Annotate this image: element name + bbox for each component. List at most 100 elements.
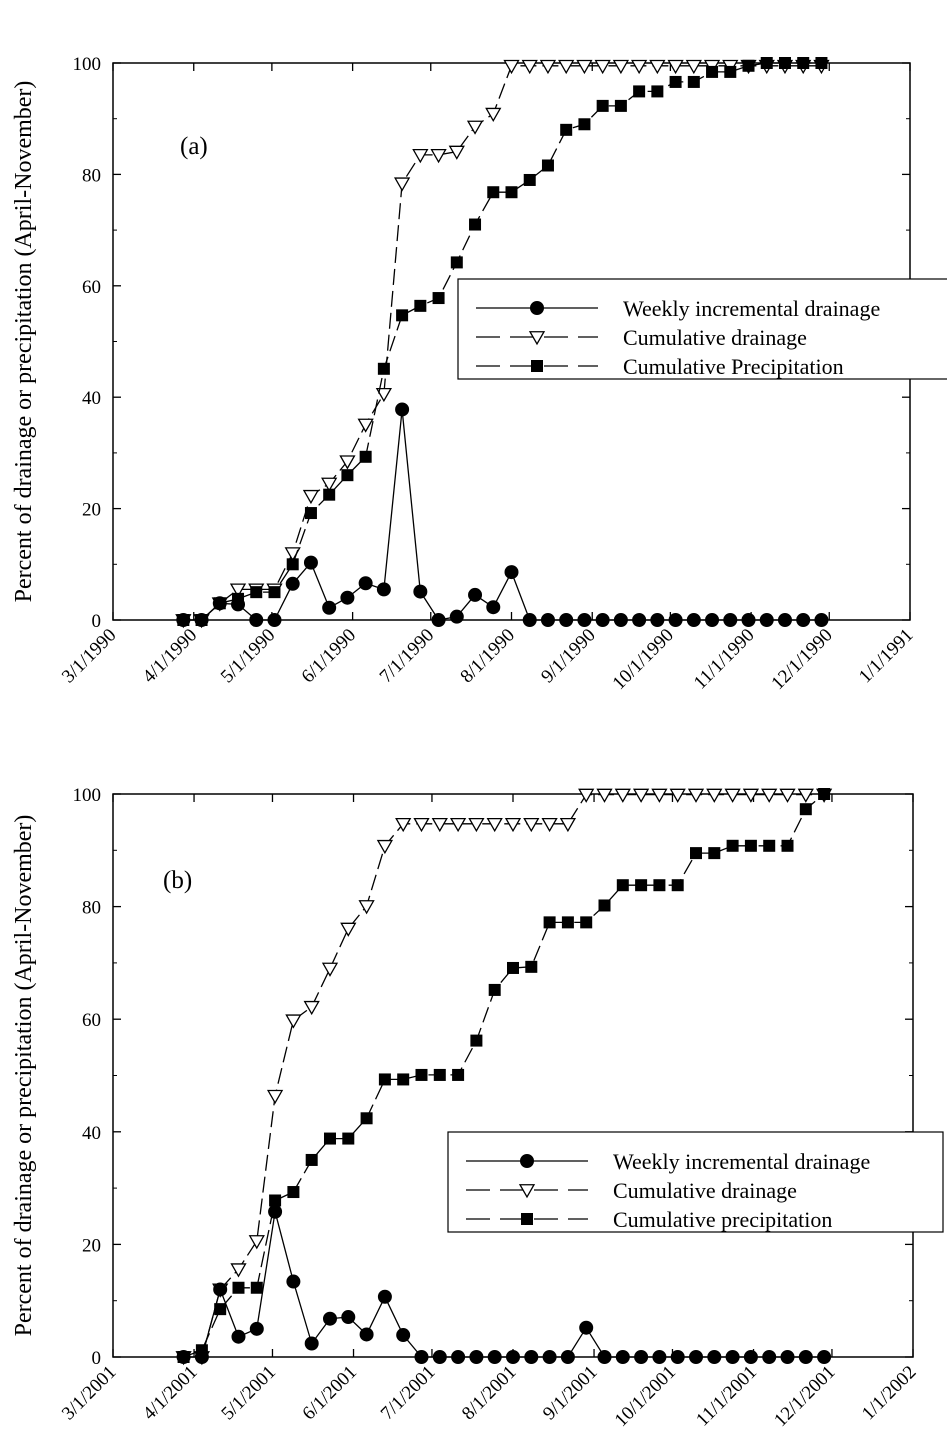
data-point	[669, 788, 686, 803]
data-point	[671, 879, 684, 892]
y-tick-label: 0	[92, 611, 102, 632]
data-point	[357, 418, 374, 433]
data-point	[359, 450, 372, 463]
data-point	[686, 613, 701, 627]
data-point	[559, 613, 574, 627]
data-point	[579, 1320, 594, 1335]
data-point	[468, 587, 483, 602]
data-point	[650, 613, 665, 627]
data-point	[708, 847, 721, 860]
data-point	[616, 879, 629, 892]
data-point	[742, 788, 760, 803]
data-point	[561, 916, 574, 929]
data-point	[470, 1034, 483, 1047]
data-point	[194, 1350, 209, 1364]
data-point	[797, 57, 810, 69]
data-point	[614, 99, 627, 112]
data-point	[340, 590, 355, 605]
data-point	[667, 59, 684, 75]
data-point	[706, 65, 719, 78]
x-tick-label: 12/1/1990	[767, 625, 836, 694]
x-tick-label: 9/1/2001	[539, 1362, 602, 1425]
y-tick-label: 100	[73, 785, 102, 806]
data-point	[231, 1329, 246, 1344]
data-point	[396, 309, 409, 322]
data-point	[229, 583, 247, 598]
data-point	[541, 159, 554, 172]
data-point	[632, 613, 647, 627]
data-point	[231, 597, 246, 612]
y-tick-label: 100	[73, 54, 102, 75]
data-point	[358, 900, 375, 915]
legend-entry: Weekly incremental drainage	[613, 1149, 870, 1174]
data-point	[560, 123, 573, 136]
data-point	[248, 1235, 265, 1250]
data-point	[798, 1350, 813, 1364]
data-point	[797, 788, 814, 803]
data-point	[723, 613, 738, 627]
data-point	[652, 1350, 667, 1364]
data-point	[525, 960, 538, 973]
data-point	[378, 1073, 391, 1086]
data-point	[541, 817, 558, 833]
data-point	[598, 899, 611, 912]
data-point	[487, 186, 500, 199]
data-point	[212, 596, 227, 611]
legend: Weekly incremental drainage Cumulative dr…	[457, 278, 947, 380]
data-point	[596, 99, 609, 112]
data-point	[250, 1281, 263, 1294]
data-point	[485, 107, 502, 122]
data-point	[540, 613, 555, 627]
data-point	[539, 59, 557, 75]
data-point	[777, 613, 792, 627]
data-point	[396, 1328, 411, 1343]
data-point	[358, 576, 373, 591]
data-point	[685, 59, 702, 75]
data-point	[742, 59, 755, 72]
data-point	[503, 59, 520, 75]
data-point	[340, 922, 357, 937]
data-point	[726, 839, 739, 852]
data-point	[451, 1350, 466, 1364]
data-point	[632, 788, 650, 803]
data-point	[395, 817, 412, 833]
data-point	[466, 120, 484, 135]
data-point	[176, 613, 191, 627]
y-axis-label: Percent of drainage or precipitation (Ap…	[11, 81, 37, 603]
legend-entry: Cumulative drainage	[613, 1178, 797, 1203]
data-point	[414, 299, 427, 312]
x-tick-label: 9/1/1990	[537, 625, 600, 688]
data-point	[668, 613, 683, 627]
data-point	[651, 788, 668, 803]
x-tick-label: 10/1/2001	[611, 1362, 680, 1431]
series-cumulative-drainage	[175, 788, 833, 1366]
x-tick-label: 10/1/1990	[609, 625, 678, 694]
x-tick-label: 1/1/1991	[855, 625, 918, 688]
data-point	[634, 1350, 649, 1364]
data-point	[286, 1274, 301, 1289]
panel-label: (b)	[163, 867, 192, 894]
chart-panel-1: 0 20 40 60 80 100 3/1/1990 4/1/1990 5/1/1990 6/1/…	[11, 54, 947, 694]
y-tick-label: 40	[82, 1123, 101, 1144]
data-point	[613, 613, 628, 627]
data-point	[250, 586, 263, 599]
x-tick-label: 6/1/2001	[298, 1362, 361, 1425]
legend-entry: Cumulative Precipitation	[623, 354, 844, 379]
data-point	[612, 59, 630, 75]
data-point	[633, 85, 646, 98]
data-point	[267, 613, 282, 627]
legend-marker	[530, 301, 544, 315]
x-tick-label: 4/1/1990	[139, 625, 202, 688]
data-point	[322, 1311, 337, 1326]
data-point	[321, 477, 338, 492]
data-point	[232, 1281, 245, 1294]
data-point	[413, 584, 428, 599]
data-point	[596, 788, 613, 803]
legend-entry: Weekly incremental drainage	[623, 296, 880, 321]
data-point	[760, 57, 773, 69]
data-point	[376, 582, 391, 597]
data-point	[781, 839, 794, 852]
data-point	[486, 600, 501, 615]
data-point	[577, 613, 592, 627]
